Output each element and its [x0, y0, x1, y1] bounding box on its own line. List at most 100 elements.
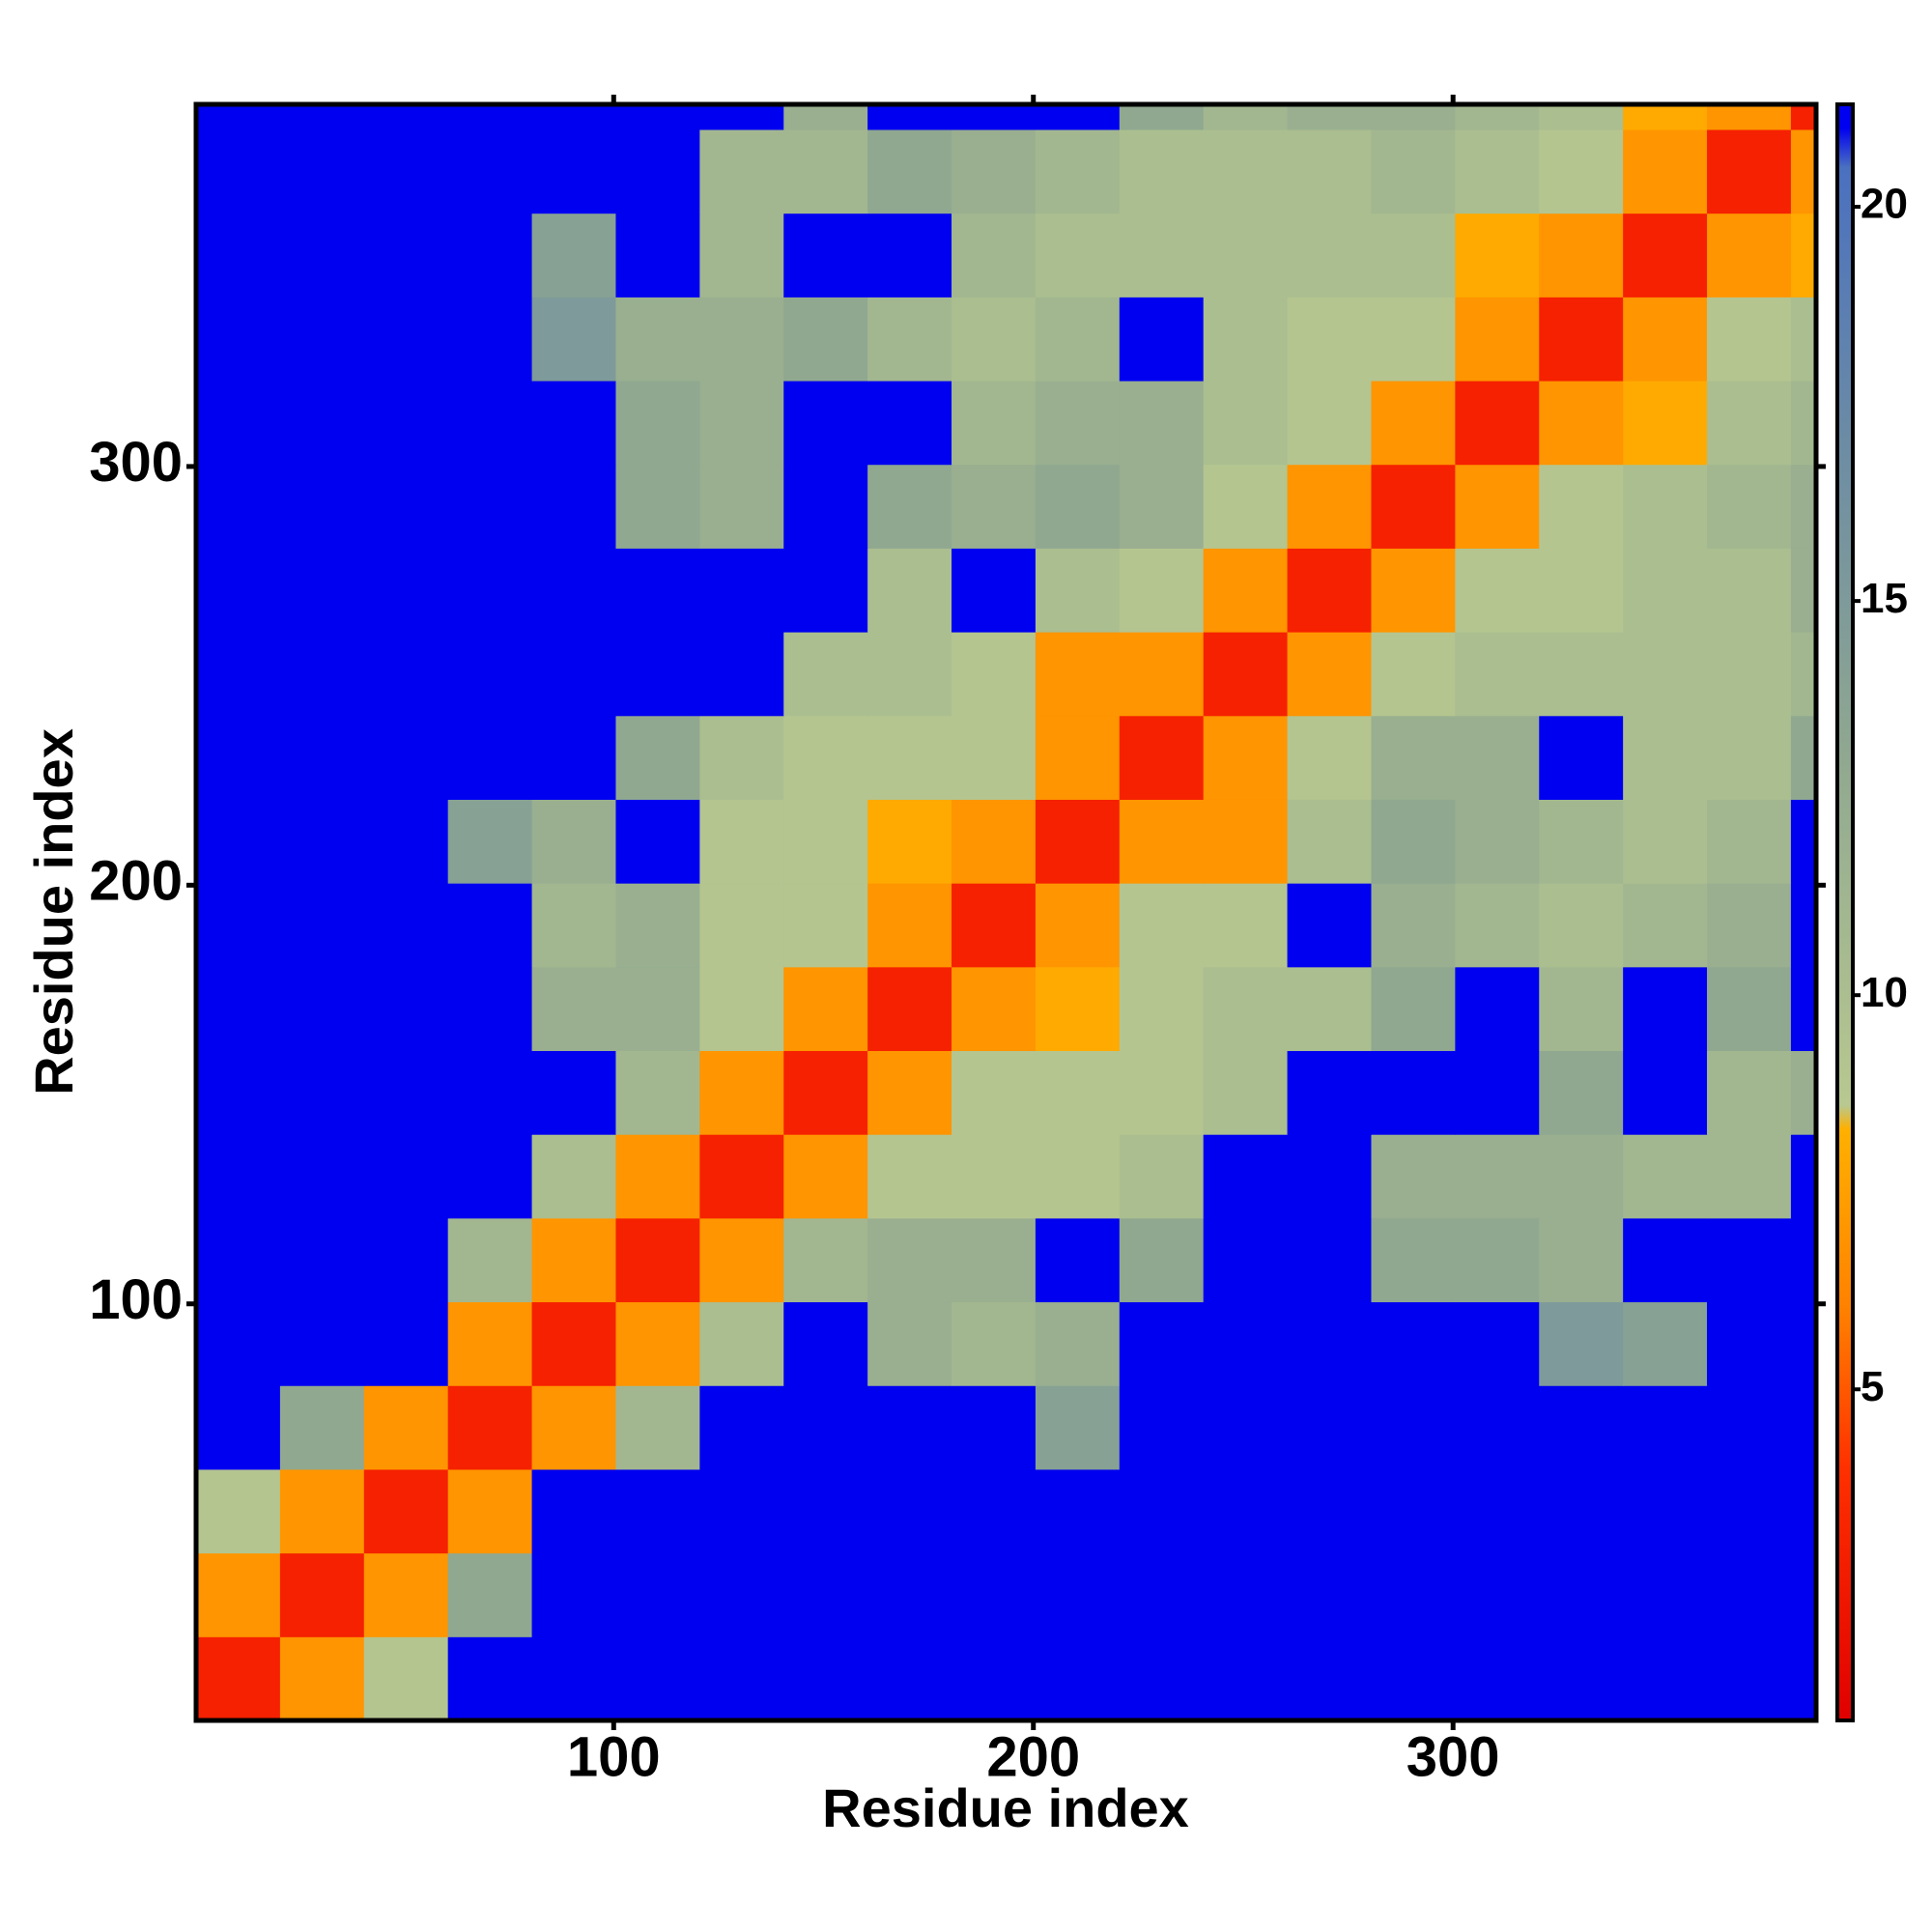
heatmap-cell [1539, 1050, 1624, 1135]
heatmap-cell [1119, 883, 1205, 968]
heatmap-cell [531, 213, 616, 298]
heatmap-cell [447, 1385, 533, 1470]
heatmap-cell [1287, 799, 1372, 884]
heatmap-cell [1203, 129, 1289, 214]
heatmap-cell [447, 632, 533, 717]
heatmap-cell [1035, 1050, 1121, 1135]
heatmap-cell [699, 883, 784, 968]
heatmap-cell [615, 799, 700, 884]
heatmap-cell [952, 1301, 1037, 1386]
heatmap-cell [699, 213, 784, 298]
heatmap-cell [1707, 1385, 1792, 1470]
heatmap-cell [867, 966, 952, 1052]
heatmap-cell [952, 464, 1037, 549]
y-tick-label: 200 [89, 850, 183, 913]
heatmap-cell [1203, 297, 1289, 382]
heatmap-cell [1119, 1050, 1205, 1135]
heatmap-cell [952, 966, 1037, 1052]
heatmap-cell [1287, 883, 1372, 968]
heatmap-cell [1035, 1217, 1121, 1303]
heatmap-cell [783, 1552, 868, 1637]
heatmap-cell [952, 715, 1037, 800]
heatmap-cell [1287, 715, 1372, 800]
heatmap-cell [1455, 799, 1540, 884]
heatmap-cell [363, 715, 449, 800]
heatmap-cell [783, 1385, 868, 1470]
heatmap-cell [1371, 297, 1456, 382]
heatmap-cell [1371, 1301, 1456, 1386]
heatmap-cell [1287, 632, 1372, 717]
heatmap-cell [1790, 1134, 1816, 1219]
heatmap-cell [1539, 1468, 1624, 1554]
heatmap-cell [1287, 1050, 1372, 1135]
heatmap-cell [1707, 966, 1792, 1052]
heatmap-cell [867, 1217, 952, 1303]
heatmap-cell [615, 632, 700, 717]
heatmap-cell [952, 1050, 1037, 1135]
heatmap-cell [1790, 464, 1816, 549]
heatmap-cell [447, 1217, 533, 1303]
heatmap-cell [1119, 966, 1205, 1052]
heatmap-cell [1035, 966, 1121, 1052]
heatmap-cell [1790, 1385, 1816, 1470]
heatmap-cell [1119, 1301, 1205, 1386]
heatmap-cell [196, 381, 281, 466]
heatmap-cell [1707, 104, 1792, 130]
heatmap-cell [783, 129, 868, 214]
heatmap-cell [1623, 1050, 1708, 1135]
heatmap-cell [867, 1301, 952, 1386]
heatmap-cell [1119, 213, 1205, 298]
heatmap-cell [1035, 1552, 1121, 1637]
heatmap-cell [1203, 548, 1289, 633]
heatmap-cell [531, 464, 616, 549]
heatmap-cell [1790, 1301, 1816, 1386]
heatmap-cell [363, 297, 449, 382]
heatmap-cell [447, 1552, 533, 1637]
heatmap-cell [1035, 632, 1121, 717]
heatmap-cell [1287, 1552, 1372, 1637]
heatmap-cell [867, 297, 952, 382]
heatmap-cell [1203, 464, 1289, 549]
heatmap-cell [1539, 1134, 1624, 1219]
heatmap-cell [952, 632, 1037, 717]
heatmap-cell [1455, 297, 1540, 382]
heatmap-cell [279, 715, 365, 800]
heatmap-cell [783, 1301, 868, 1386]
colorbar-tick-label: 20 [1861, 181, 1908, 228]
heatmap-cell [1203, 1134, 1289, 1219]
heatmap-cell [1623, 1636, 1708, 1720]
heatmap-cell [531, 548, 616, 633]
heatmap-cell [1035, 799, 1121, 884]
heatmap-cell [783, 464, 868, 549]
heatmap-cell [1707, 1636, 1792, 1720]
y-tick-label: 100 [89, 1268, 183, 1331]
heatmap-cell [1119, 464, 1205, 549]
heatmap-cell [1287, 381, 1372, 466]
heatmap-cell [1119, 297, 1205, 382]
colorbar-tick-label: 15 [1861, 575, 1908, 622]
heatmap-cell [279, 1636, 365, 1720]
heatmap-cell [447, 966, 533, 1052]
heatmap-cell [1790, 104, 1816, 130]
heatmap-cell [1790, 129, 1816, 214]
heatmap-cell [1119, 1134, 1205, 1219]
heatmap-cell [615, 966, 700, 1052]
y-tick-label: 300 [89, 431, 183, 494]
heatmap-cell [531, 1050, 616, 1135]
heatmap-cell [196, 104, 281, 130]
heatmap-cell [1623, 1134, 1708, 1219]
heatmap-cell [1707, 1301, 1792, 1386]
heatmap-cell [1707, 297, 1792, 382]
x-tick-label: 200 [986, 1725, 1080, 1788]
heatmap-cell [196, 966, 281, 1052]
heatmap-cell [1623, 548, 1708, 633]
heatmap-cell [699, 1050, 784, 1135]
heatmap-cell [1539, 966, 1624, 1052]
heatmap-cell [783, 966, 868, 1052]
heatmap-cell [1371, 548, 1456, 633]
heatmap-cell [196, 883, 281, 968]
heatmap-cell [1371, 464, 1456, 549]
heatmap-cell [279, 883, 365, 968]
heatmap-cell [1287, 1134, 1372, 1219]
heatmap-cell [279, 1468, 365, 1554]
